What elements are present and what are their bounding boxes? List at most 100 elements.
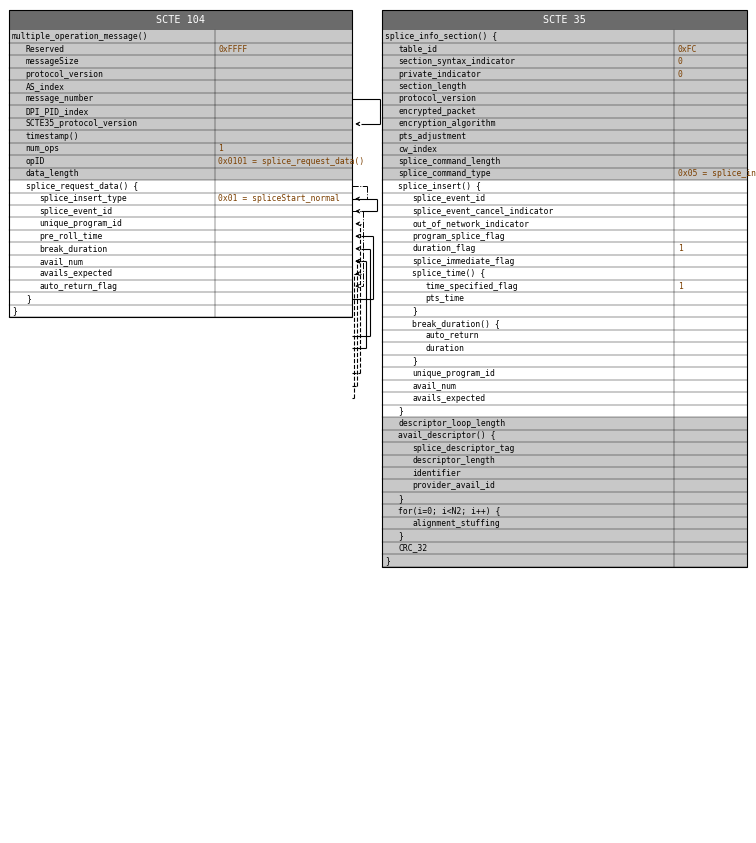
Text: avails_expected: avails_expected: [39, 269, 113, 278]
Text: splice_descriptor_tag: splice_descriptor_tag: [412, 443, 514, 453]
Text: section_syntax_indicator: section_syntax_indicator: [398, 57, 516, 66]
Bar: [9, 293, 352, 305]
Text: num_ops: num_ops: [26, 144, 60, 153]
Text: section_length: section_length: [398, 82, 466, 91]
Bar: [382, 305, 747, 317]
Text: protocol_version: protocol_version: [398, 94, 476, 104]
Text: avails_expected: avails_expected: [412, 394, 485, 403]
Bar: [382, 405, 747, 417]
Text: splice_event_id: splice_event_id: [39, 207, 113, 216]
Bar: [9, 67, 352, 80]
Text: }: }: [26, 294, 30, 303]
Bar: [9, 130, 352, 142]
Text: 0xFC: 0xFC: [677, 45, 697, 54]
Bar: [9, 217, 352, 230]
Bar: [382, 529, 747, 542]
Text: messageSize: messageSize: [26, 57, 79, 66]
Bar: [9, 180, 352, 192]
Bar: [382, 10, 747, 30]
Text: 1: 1: [218, 144, 223, 153]
Text: duration_flag: duration_flag: [412, 244, 476, 253]
Text: }: }: [398, 494, 403, 502]
Text: SCTE35_protocol_version: SCTE35_protocol_version: [26, 120, 138, 128]
Bar: [382, 267, 747, 280]
Bar: [382, 43, 747, 56]
Bar: [382, 280, 747, 293]
Bar: [9, 280, 352, 293]
Bar: [382, 492, 747, 504]
Bar: [9, 192, 352, 205]
Text: }: }: [398, 531, 403, 540]
Text: time_specified_flag: time_specified_flag: [426, 282, 519, 291]
Bar: [382, 80, 747, 93]
Text: data_length: data_length: [26, 169, 79, 179]
Bar: [9, 93, 352, 105]
Text: table_id: table_id: [398, 45, 438, 54]
Text: splice_insert_type: splice_insert_type: [39, 194, 127, 203]
Bar: [382, 130, 747, 142]
Bar: [382, 30, 747, 43]
Text: }: }: [385, 556, 389, 565]
Text: splice_info_section() {: splice_info_section() {: [385, 32, 497, 41]
Text: splice_insert() {: splice_insert() {: [398, 182, 482, 191]
Text: 0x0101 = splice_request_data(): 0x0101 = splice_request_data(): [218, 157, 364, 166]
Text: cw_index: cw_index: [398, 144, 438, 153]
Text: for(i=0; i<N2; i++) {: for(i=0; i<N2; i++) {: [398, 506, 500, 515]
Bar: [382, 67, 747, 80]
Bar: [382, 442, 747, 454]
Bar: [382, 10, 747, 566]
Bar: [9, 30, 352, 43]
Bar: [9, 267, 352, 280]
Bar: [382, 430, 747, 442]
Text: 0xFFFF: 0xFFFF: [218, 45, 247, 54]
Text: splice_immediate_flag: splice_immediate_flag: [412, 256, 514, 266]
Text: }: }: [412, 307, 417, 315]
Bar: [9, 255, 352, 267]
Bar: [382, 155, 747, 168]
Text: encryption_algorithm: encryption_algorithm: [398, 120, 496, 128]
Text: pts_adjustment: pts_adjustment: [398, 132, 466, 141]
Bar: [382, 467, 747, 480]
Text: unique_program_id: unique_program_id: [412, 369, 495, 378]
Bar: [382, 93, 747, 105]
Text: encrypted_packet: encrypted_packet: [398, 107, 476, 116]
Bar: [9, 105, 352, 118]
Text: provider_avail_id: provider_avail_id: [412, 481, 495, 491]
Text: }: }: [398, 406, 403, 416]
Text: Reserved: Reserved: [26, 45, 65, 54]
Text: 0x01 = spliceStart_normal: 0x01 = spliceStart_normal: [218, 194, 340, 203]
Text: timestamp(): timestamp(): [26, 132, 79, 141]
Bar: [9, 10, 352, 30]
Bar: [9, 43, 352, 56]
Text: splice_command_type: splice_command_type: [398, 169, 491, 179]
Text: splice_command_length: splice_command_length: [398, 157, 500, 166]
Text: AS_index: AS_index: [26, 82, 65, 91]
Text: break_duration() {: break_duration() {: [412, 319, 500, 328]
Bar: [382, 255, 747, 267]
Bar: [382, 342, 747, 355]
Text: CRC_32: CRC_32: [398, 544, 428, 553]
Text: 1: 1: [677, 244, 683, 253]
Bar: [9, 155, 352, 168]
Text: program_splice_flag: program_splice_flag: [412, 232, 505, 241]
Bar: [382, 330, 747, 342]
Bar: [382, 542, 747, 555]
Bar: [9, 305, 352, 317]
Text: message_number: message_number: [26, 94, 94, 104]
Text: }: }: [412, 357, 417, 366]
Bar: [382, 517, 747, 529]
Bar: [382, 192, 747, 205]
Text: splice_event_id: splice_event_id: [412, 194, 485, 203]
Text: avail_num: avail_num: [412, 381, 456, 390]
Text: splice_time() {: splice_time() {: [412, 269, 485, 278]
Bar: [9, 205, 352, 217]
Bar: [9, 243, 352, 255]
Bar: [9, 168, 352, 180]
Bar: [382, 555, 747, 566]
Text: opID: opID: [26, 157, 45, 166]
Bar: [9, 56, 352, 67]
Text: auto_return: auto_return: [426, 331, 479, 341]
Text: duration: duration: [426, 344, 465, 353]
Bar: [382, 379, 747, 392]
Text: SCTE 104: SCTE 104: [156, 15, 205, 25]
